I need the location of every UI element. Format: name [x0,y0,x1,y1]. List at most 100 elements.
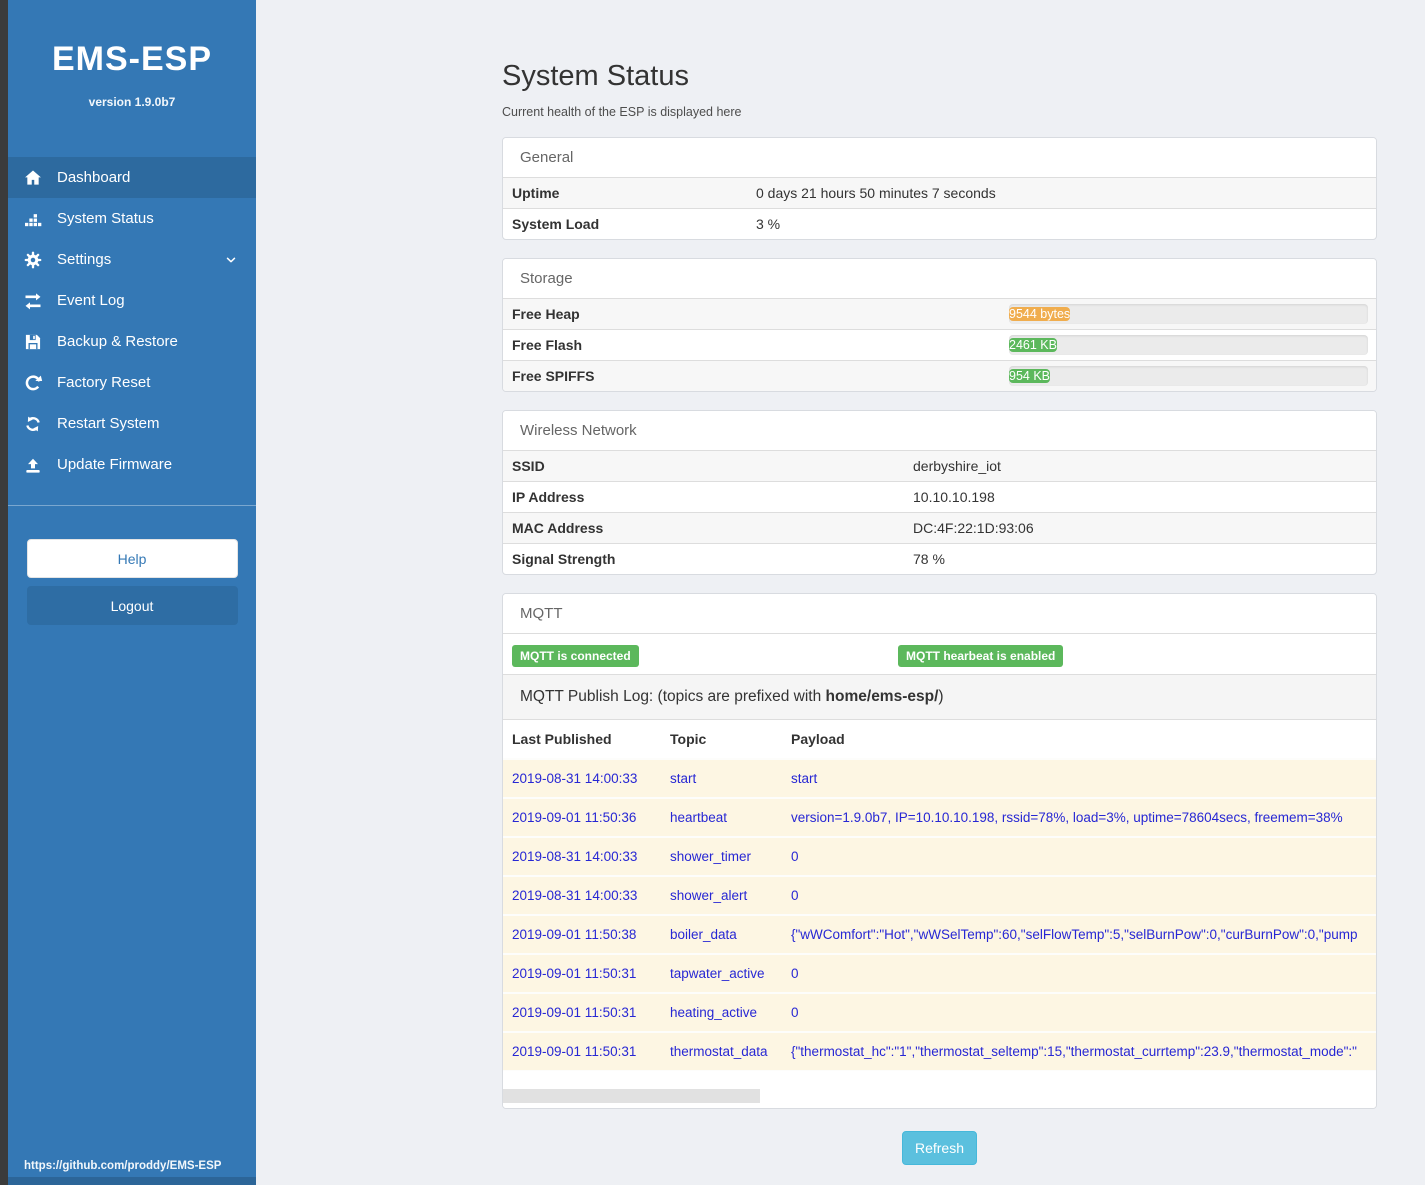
column-header-last-published: Last Published [512,731,612,747]
storage-row-free-heap: Free Heap 9544 bytes [503,298,1376,329]
log-time: 2019-09-01 11:50:31 [512,1005,637,1020]
mqtt-badges-row: MQTT is connected MQTT hearbeat is enabl… [503,633,1376,674]
row-label: Free Flash [512,337,583,353]
sidebar-item-restart-system[interactable]: Restart System [8,403,256,444]
sidebar-item-settings[interactable]: Settings [8,239,256,280]
wireless-row-ip-address: IP Address 10.10.10.198 [503,481,1376,512]
storage-row-free-spiffs: Free SPIFFS 954 KB [503,360,1376,391]
system-status-icon [22,209,44,229]
log-topic: start [670,771,697,786]
general-row-system-load: System Load 3 % [503,208,1376,239]
sidebar-item-label: System Status [57,210,154,227]
mqtt-log-row-start: 2019-08-31 14:00:33 start start [503,758,1376,797]
mqtt-log-header-row: Last Published Topic Payload [503,719,1376,758]
general-row-uptime: Uptime 0 days 21 hours 50 minutes 7 secon… [503,177,1376,208]
sidebar-footer-strip [8,1177,256,1185]
progress-fill: 954 KB [1009,369,1051,383]
sidebar-item-factory-reset[interactable]: Factory Reset [8,362,256,403]
log-time: 2019-08-31 14:00:33 [512,888,638,903]
mqtt-log-row-tapwater-active: 2019-09-01 11:50:31 tapwater_active 0 [503,953,1376,992]
sidebar-item-system-status[interactable]: System Status [8,198,256,239]
progress-fill: 9544 bytes [1009,307,1071,321]
progress-track: 2461 KB [1009,335,1368,355]
publish-log-suffix: ) [938,688,944,705]
log-payload: version=1.9.0b7, IP=10.10.10.198, rssid=… [791,810,1343,825]
horizontal-scrollbar-thumb[interactable] [503,1089,760,1103]
mqtt-log-row-shower-alert: 2019-08-31 14:00:33 shower_alert 0 [503,875,1376,914]
mqtt-panel: MQTT MQTT is connected MQTT hearbeat is … [502,593,1377,1109]
exchange-icon [22,291,44,311]
app-version: version 1.9.0b7 [88,95,176,109]
mqtt-connected-badge: MQTT is connected [512,645,639,667]
help-button[interactable]: Help [26,539,238,578]
log-time: 2019-09-01 11:50:31 [512,966,637,981]
row-value: derbyshire_iot [913,458,1001,474]
sidebar-item-label: Update Firmware [57,456,173,473]
storage-panel: Storage Free Heap 9544 bytes Free Flash 246… [502,258,1377,392]
home-icon [22,168,44,188]
log-payload: {"thermostat_hc":"1","thermostat_seltemp… [791,1044,1357,1059]
log-time: 2019-09-01 11:50:38 [512,927,637,942]
wireless-row-ssid: SSID derbyshire_iot [503,450,1376,481]
log-topic: heating_active [670,1005,758,1020]
mqtt-publish-log-title: MQTT Publish Log: (topics are prefixed w… [503,674,1376,719]
general-panel-header: General [503,138,1376,177]
progress-fill: 2461 KB [1009,338,1057,352]
log-time: 2019-08-31 14:00:33 [512,849,638,864]
sidebar-item-event-log[interactable]: Event Log [8,280,256,321]
github-link[interactable]: https://github.com/proddy/EMS-ESP [24,1160,222,1172]
logout-button[interactable]: Logout [26,586,238,625]
sidebar: EMS-ESP version 1.9.0b7 Dashboard System … [0,0,256,1185]
row-label: IP Address [512,489,585,505]
log-payload: start [791,771,818,786]
progress-track: 9544 bytes [1009,304,1368,324]
publish-log-topic-prefix: home/ems-esp/ [825,688,939,705]
log-topic: boiler_data [670,927,737,942]
rotate-icon [22,373,44,393]
wireless-panel: Wireless Network SSID derbyshire_iot IP Ad… [502,410,1377,575]
row-label: MAC Address [512,520,604,536]
log-time: 2019-08-31 14:00:33 [512,771,638,786]
mqtt-heartbeat-badge: MQTT hearbeat is enabled [898,645,1064,667]
window-edge-strip [0,0,8,1185]
mqtt-log-row-heartbeat: 2019-09-01 11:50:36 heartbeat version=1.9.… [503,797,1376,836]
mqtt-log-row-thermostat-data: 2019-09-01 11:50:31 thermostat_data {"ther… [503,1031,1376,1070]
log-topic: thermostat_data [670,1044,768,1059]
row-value: 3 % [756,216,781,232]
log-topic: heartbeat [670,810,728,825]
sidebar-item-update-firmware[interactable]: Update Firmware [8,444,256,485]
gear-icon [22,250,44,270]
mqtt-log-row-shower-timer: 2019-08-31 14:00:33 shower_timer 0 [503,836,1376,875]
wireless-row-mac-address: MAC Address DC:4F:22:1D:93:06 [503,512,1376,543]
log-time: 2019-09-01 11:50:31 [512,1044,637,1059]
page-subtitle: Current health of the ESP is displayed h… [502,105,742,119]
general-panel: General Uptime 0 days 21 hours 50 minutes… [502,137,1377,240]
row-label: Signal Strength [512,551,616,567]
row-value: 78 % [913,551,945,567]
log-topic: tapwater_active [670,966,765,981]
storage-panel-header: Storage [503,259,1376,298]
log-time: 2019-09-01 11:50:36 [512,810,637,825]
log-payload: 0 [791,888,799,903]
log-payload: 0 [791,966,799,981]
brand: EMS-ESP version 1.9.0b7 [8,0,256,109]
refresh-button[interactable]: Refresh [901,1131,978,1165]
storage-row-free-flash: Free Flash 2461 KB [503,329,1376,360]
app-title: EMS-ESP [51,40,213,78]
row-value: 10.10.10.198 [913,489,995,505]
upload-icon [22,455,44,475]
sidebar-item-dashboard[interactable]: Dashboard [8,157,256,198]
row-label: Uptime [512,185,560,201]
row-value: DC:4F:22:1D:93:06 [913,520,1034,536]
sidebar-item-label: Dashboard [57,169,131,186]
sidebar-item-label: Settings [57,251,112,268]
sidebar-item-backup-restore[interactable]: Backup & Restore [8,321,256,362]
main-area: System Status Current health of the ESP … [256,0,1425,1185]
row-label: System Load [512,216,600,232]
log-payload: 0 [791,849,799,864]
save-icon [22,332,44,352]
column-header-payload: Payload [791,731,845,747]
column-header-topic: Topic [670,731,707,747]
wireless-panel-header: Wireless Network [503,411,1376,450]
mqtt-log-scroll-area [503,1070,1376,1108]
